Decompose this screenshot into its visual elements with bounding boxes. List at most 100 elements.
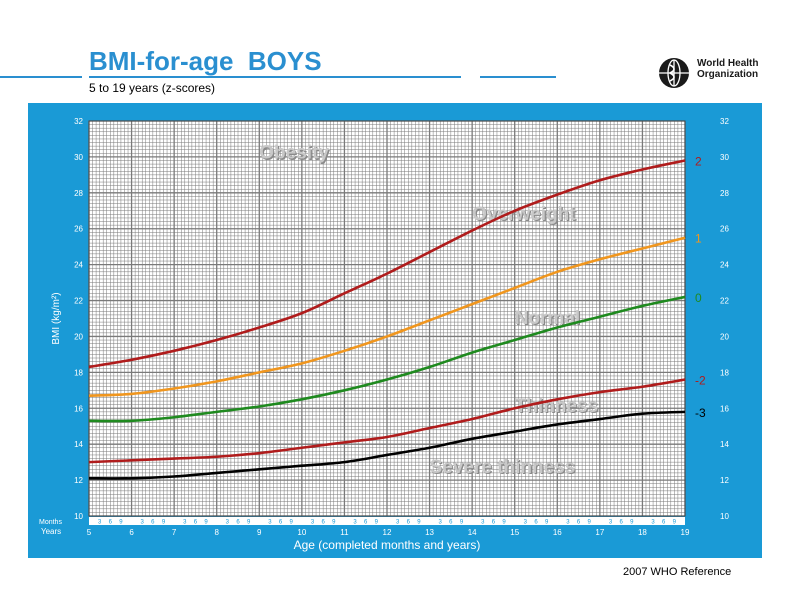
year-tick-label: 14 (468, 528, 477, 537)
y-tick-label-left: 18 (74, 368, 83, 377)
month-tick-label: 3 (609, 520, 613, 526)
year-tick-label: 7 (172, 528, 177, 537)
series-line (88, 378, 686, 464)
year-tick-label: 13 (425, 528, 434, 537)
month-tick-label: 3 (566, 520, 570, 526)
zone-label-shadow: Severe thinness (431, 458, 577, 479)
y-tick-label-right: 16 (720, 404, 729, 413)
chart-panel: Obesity Obesity Overweight Overweight Normal… (28, 103, 762, 558)
y-tick-label-right: 24 (720, 261, 729, 270)
year-tick-label: 11 (340, 528, 349, 537)
month-tick-label: 6 (619, 520, 623, 526)
y-tick-label-left: 24 (74, 261, 83, 270)
y-axis-label: BMI (kg/m²) (51, 292, 62, 344)
month-tick-label: 9 (417, 520, 421, 526)
year-tick-label: 15 (510, 528, 519, 537)
series-line (88, 236, 686, 398)
footer-reference: 2007 WHO Reference (623, 566, 732, 578)
series-label: 2 (695, 155, 702, 169)
series-label: -2 (695, 374, 706, 388)
who-logo: World Health Organization (656, 56, 776, 90)
y-tick-label-left: 28 (74, 189, 83, 198)
series-line (88, 159, 686, 369)
month-tick-label: 3 (353, 520, 357, 526)
y-tick-label-left: 30 (74, 153, 83, 162)
year-tick-label: 19 (681, 528, 690, 537)
month-tick-label: 6 (194, 520, 198, 526)
y-tick-label-right: 32 (720, 117, 729, 126)
y-tick-label-right: 10 (720, 512, 729, 521)
month-tick-label: 6 (109, 520, 113, 526)
year-tick-label: 8 (214, 528, 219, 537)
month-tick-label: 3 (524, 520, 528, 526)
x-axis-label: Age (completed months and years) (294, 538, 481, 552)
year-tick-label: 12 (383, 528, 392, 537)
y-tick-label-left: 20 (74, 332, 83, 341)
series-line (88, 295, 686, 423)
y-tick-label-right: 22 (720, 297, 729, 306)
month-tick-label: 3 (439, 520, 443, 526)
y-tick-label-left: 26 (74, 225, 83, 234)
zone-label: Thinness (515, 396, 598, 417)
month-tick-label: 9 (375, 520, 379, 526)
zone-label: Severe thinness (430, 457, 576, 478)
month-tick-label: 3 (183, 520, 187, 526)
page-subtitle: 5 to 19 years (z-scores) (89, 81, 216, 95)
month-tick-label: 3 (226, 520, 230, 526)
month-tick-label: 3 (396, 520, 400, 526)
month-tick-label: 3 (141, 520, 145, 526)
title-rule-middle (89, 76, 461, 78)
month-tick-label: 9 (673, 520, 677, 526)
year-tick-label: 17 (595, 528, 604, 537)
month-tick-label: 9 (204, 520, 208, 526)
y-tick-label-right: 26 (720, 225, 729, 234)
month-tick-label: 6 (662, 520, 666, 526)
y-tick-label-left: 12 (74, 476, 83, 485)
logo-text-line2: Organization (697, 69, 759, 80)
month-strip (89, 517, 685, 525)
month-tick-label: 9 (630, 520, 634, 526)
month-tick-label: 9 (460, 520, 464, 526)
year-tick-label: 6 (129, 528, 134, 537)
y-tick-label-right: 12 (720, 476, 729, 485)
page-title: BMI-for-age BOYS (89, 46, 322, 76)
years-row-label: Years (41, 527, 61, 536)
zone-label: Normal (515, 308, 580, 329)
plot-border (88, 120, 686, 517)
logo-text-line1: World Health (697, 58, 759, 69)
month-tick-label: 9 (290, 520, 294, 526)
month-tick-label: 9 (247, 520, 251, 526)
year-tick-label: 10 (297, 528, 306, 537)
month-tick-label: 9 (502, 520, 506, 526)
y-tick-label-left: 32 (74, 117, 83, 126)
month-tick-label: 3 (481, 520, 485, 526)
month-tick-label: 9 (162, 520, 166, 526)
zone-label: Obesity (259, 143, 329, 164)
month-tick-label: 3 (311, 520, 315, 526)
y-tick-label-right: 28 (720, 189, 729, 198)
series-label: 0 (695, 291, 702, 305)
y-tick-label-left: 16 (74, 404, 83, 413)
title-rule-right (480, 76, 556, 78)
month-tick-label: 6 (236, 520, 240, 526)
year-tick-label: 9 (257, 528, 262, 537)
month-tick-label: 6 (321, 520, 325, 526)
y-tick-label-right: 18 (720, 368, 729, 377)
grid (88, 120, 686, 517)
title-rule-left (0, 76, 82, 78)
zone-label-shadow: Overweight (473, 205, 577, 226)
month-tick-label: 3 (651, 520, 655, 526)
month-tick-label: 6 (534, 520, 538, 526)
year-tick-label: 16 (553, 528, 562, 537)
month-tick-label: 6 (151, 520, 155, 526)
y-tick-label-left: 10 (74, 512, 83, 521)
month-tick-label: 9 (588, 520, 592, 526)
y-tick-label-left: 14 (74, 440, 83, 449)
y-tick-label-left: 22 (74, 297, 83, 306)
month-tick-label: 3 (268, 520, 272, 526)
zone-label-shadow: Obesity (260, 144, 330, 165)
month-tick-label: 3 (98, 520, 102, 526)
year-tick-label: 5 (87, 528, 92, 537)
series-label: 1 (695, 232, 702, 246)
who-emblem-icon (659, 58, 689, 88)
